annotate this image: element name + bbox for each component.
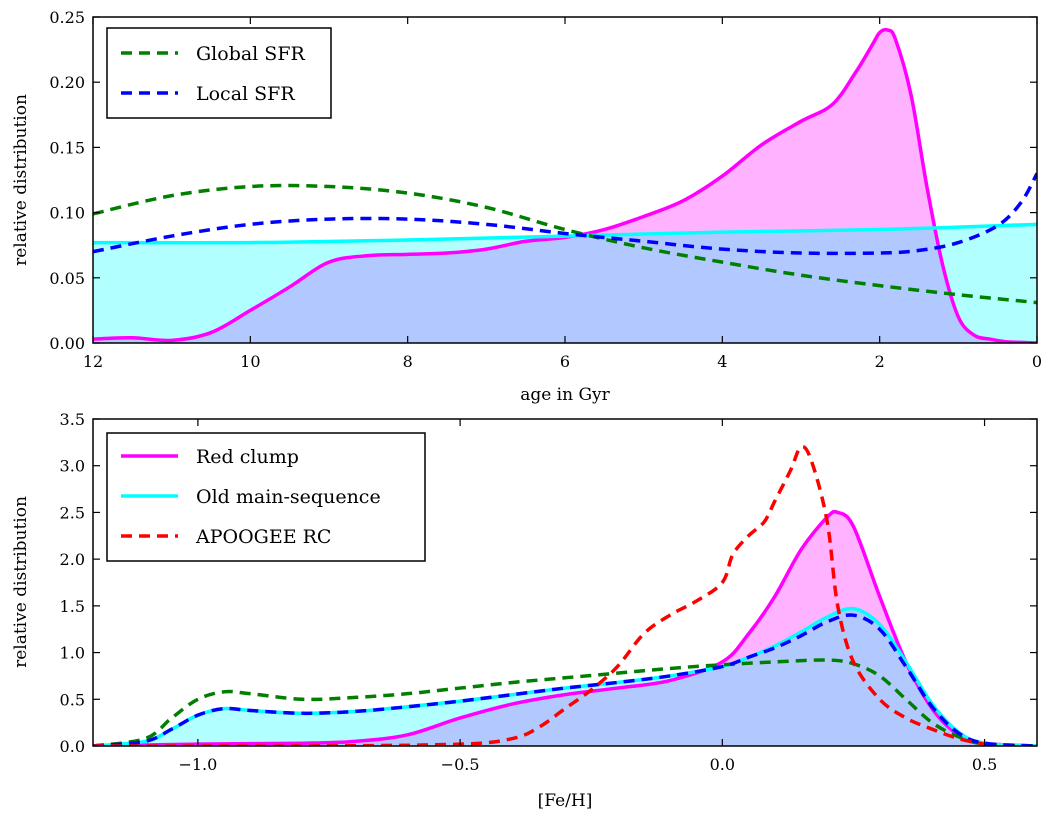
series-fill-magenta — [93, 29, 1037, 343]
x-axis-label: [Fe/H] — [538, 791, 593, 811]
x-tick-label: −1.0 — [178, 755, 217, 774]
y-tick-label: 1.0 — [60, 644, 85, 663]
legend-label-global-sfr: Global SFR — [196, 43, 305, 65]
series-fill-red-clump — [93, 511, 1037, 746]
y-axis-label: relative distribution — [11, 496, 31, 668]
x-tick-label: 8 — [403, 352, 413, 371]
y-tick-label: 0.15 — [49, 138, 85, 157]
y-tick-label: 2.0 — [60, 550, 85, 569]
series-line-local-sfr — [93, 172, 1037, 256]
y-tick-label: 0.05 — [49, 269, 85, 288]
y-tick-label: 0.25 — [49, 8, 85, 27]
x-axis-label: age in Gyr — [520, 385, 610, 405]
metallicity-distribution-panel: −1.0 −0.5 0.0 0.5 0.0 0.5 1.0 1.5 2.0 2.5 3.0 3.5 [… — [11, 410, 1038, 811]
x-tick-label: 4 — [717, 352, 727, 371]
y-tick-label: 1.5 — [60, 597, 85, 616]
series-line-green — [93, 658, 1037, 746]
x-tick-label: 0.0 — [710, 755, 735, 774]
filled-areas — [93, 511, 1037, 746]
y-tick-label: 3.0 — [60, 457, 85, 476]
series-line-magenta — [93, 27, 1037, 343]
legend-label-apoogee-rc: APOOGEE RC — [195, 526, 331, 548]
series-line-apoogee-rc — [93, 444, 985, 746]
legend: Red clump Old main-sequence APOOGEE RC — [106, 432, 426, 562]
x-tick-label: 12 — [83, 352, 103, 371]
x-tick-label: 0 — [1032, 352, 1042, 371]
y-tick-label: 2.5 — [60, 503, 85, 522]
y-tick-label: 0.5 — [60, 690, 85, 709]
series-lines — [93, 444, 1037, 746]
series-line-cyan — [93, 222, 1037, 245]
ticks: −1.0 −0.5 0.0 0.5 0.0 0.5 1.0 1.5 2.0 2.5 3.0 3.5 — [60, 410, 1037, 774]
y-axis-label: relative distribution — [11, 94, 31, 266]
y-tick-label: 0.10 — [49, 204, 85, 223]
legend-box — [106, 27, 332, 119]
x-tick-label: 6 — [560, 352, 570, 371]
legend: Global SFR Local SFR — [106, 27, 332, 119]
series-lines — [93, 27, 1037, 343]
axes-frame — [92, 418, 1038, 747]
y-tick-label: 0.00 — [49, 334, 85, 353]
ticks: 12 10 8 6 4 2 0 0.00 0.05 0.10 0.15 0.20 0.25 — [49, 8, 1042, 371]
x-tick-label: 2 — [875, 352, 885, 371]
series-line-global-sfr — [93, 183, 1037, 305]
y-tick-label: 0.0 — [60, 737, 85, 756]
y-tick-label: 0.20 — [49, 73, 85, 92]
legend-label-local-sfr: Local SFR — [196, 83, 295, 105]
legend-label-red-clump: Red clump — [196, 446, 299, 468]
series-line-blue — [93, 613, 1037, 746]
x-tick-label: 0.5 — [972, 755, 997, 774]
legend-label-old-main-sequence: Old main-sequence — [196, 486, 381, 508]
x-tick-label: 10 — [240, 352, 260, 371]
age-distribution-panel: 12 10 8 6 4 2 0 0.00 0.05 0.10 0.15 0.20 0.25 age in… — [11, 8, 1042, 405]
y-tick-label: 3.5 — [60, 410, 85, 429]
x-tick-label: −0.5 — [441, 755, 480, 774]
series-fill-old-main-sequence — [93, 608, 1037, 746]
